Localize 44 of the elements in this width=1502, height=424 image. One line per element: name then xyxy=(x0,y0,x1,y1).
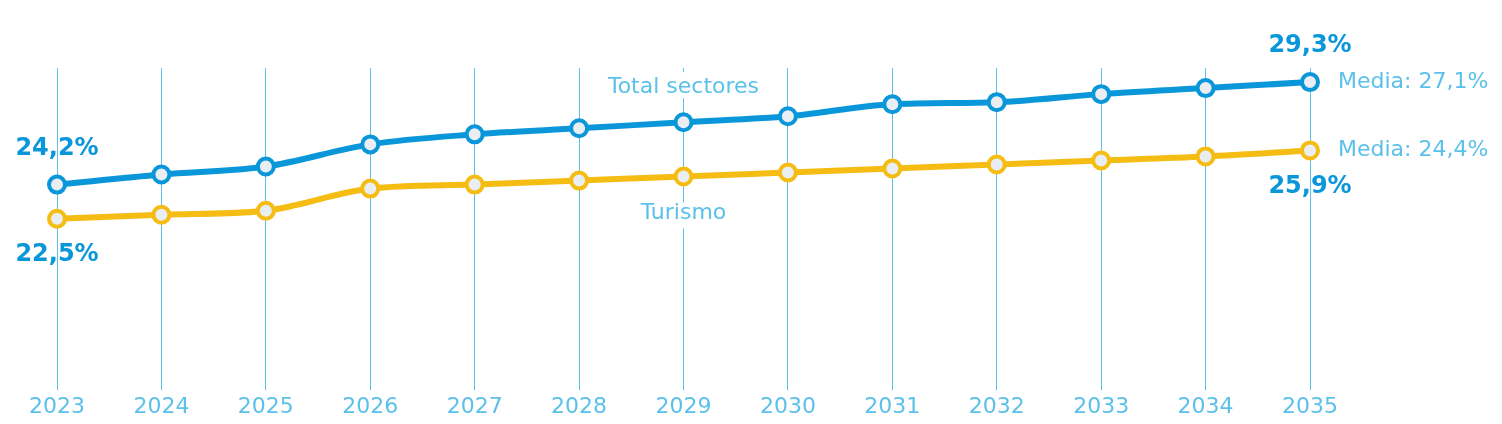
point xyxy=(464,174,485,195)
x-tick-label: 2026 xyxy=(342,392,399,418)
point xyxy=(1195,146,1216,167)
x-tick-label: 2027 xyxy=(446,392,503,418)
point xyxy=(360,178,381,199)
series-label: Total sectores xyxy=(606,72,760,98)
x-tick-label: 2025 xyxy=(237,392,294,418)
point xyxy=(151,164,172,185)
x-tick-label: 2031 xyxy=(864,392,921,418)
x-tick-label: 2023 xyxy=(29,392,85,418)
point xyxy=(882,94,903,115)
data-label: 29,3% xyxy=(1268,30,1352,59)
point xyxy=(47,174,67,195)
point xyxy=(986,154,1007,175)
point xyxy=(777,162,798,183)
x-tick-label: 2024 xyxy=(133,392,190,418)
point xyxy=(151,204,172,225)
point xyxy=(464,124,485,145)
point xyxy=(882,158,903,179)
point xyxy=(569,170,590,191)
point xyxy=(1195,78,1216,99)
annotation: Media: 27,1% xyxy=(1338,67,1489,93)
point xyxy=(777,106,798,127)
x-tick-label: 2030 xyxy=(759,392,816,418)
point xyxy=(1300,72,1320,93)
point xyxy=(255,200,276,221)
point xyxy=(1091,150,1112,171)
annotation: Media: 24,4% xyxy=(1338,136,1489,162)
x-tick-label: 2035 xyxy=(1282,392,1338,418)
x-tick-label: 2034 xyxy=(1177,392,1234,418)
point xyxy=(255,156,276,177)
point xyxy=(673,166,694,187)
point xyxy=(569,118,590,139)
x-tick-label: 2033 xyxy=(1073,392,1130,418)
point xyxy=(360,134,381,155)
x-tick-label: 2028 xyxy=(551,392,608,418)
point xyxy=(986,92,1007,113)
point xyxy=(47,208,67,229)
point xyxy=(1091,84,1112,105)
point xyxy=(1300,140,1320,161)
x-tick-label: 2029 xyxy=(655,392,712,418)
series-label: Turismo xyxy=(639,199,727,225)
point xyxy=(673,112,694,133)
x-tick-label: 2032 xyxy=(968,392,1025,418)
